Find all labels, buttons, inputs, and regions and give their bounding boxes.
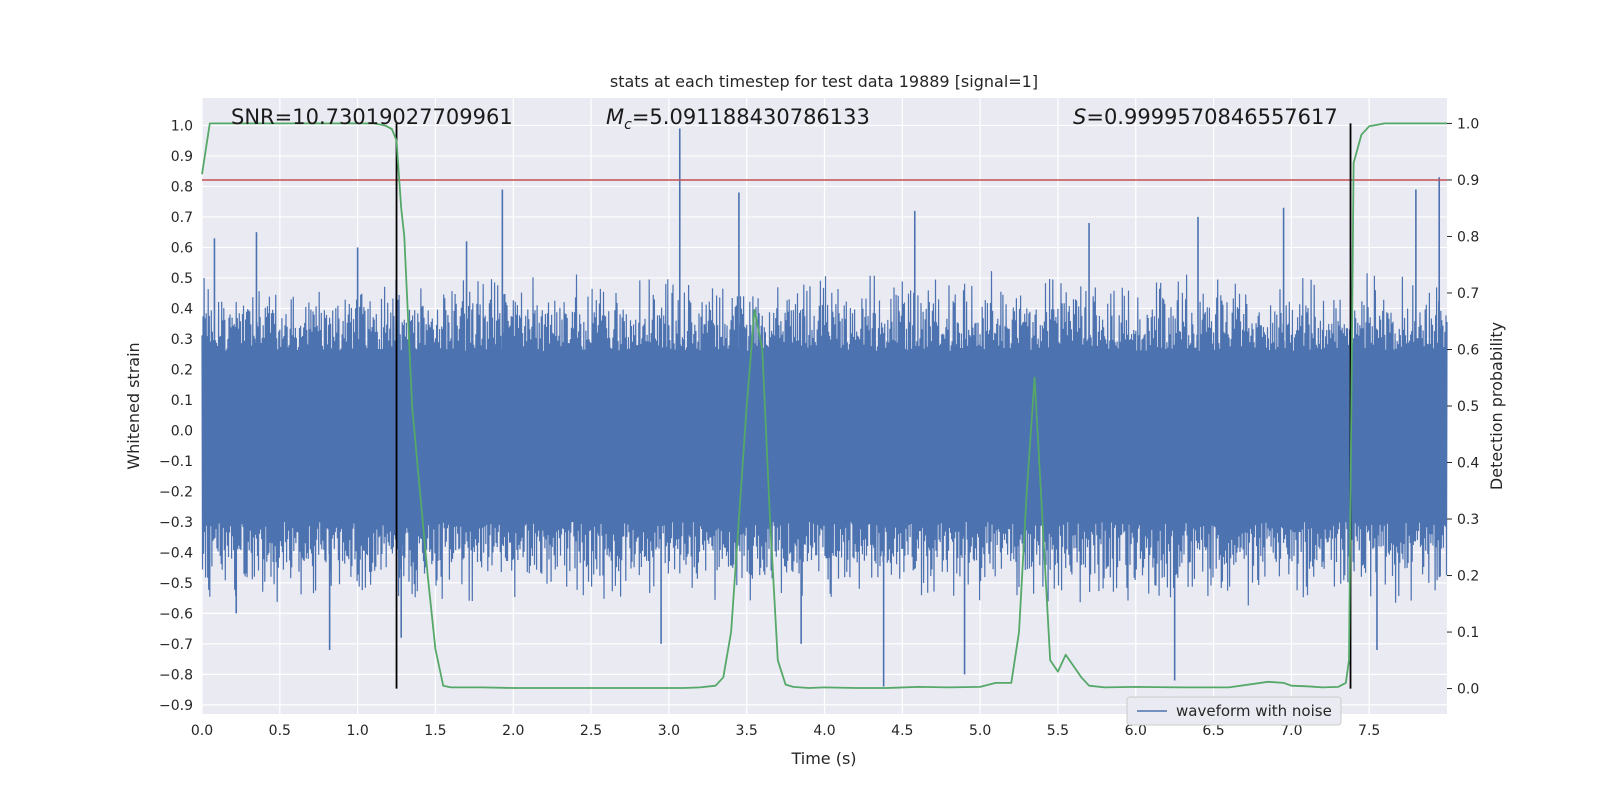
y-tick-label: 0.3 bbox=[171, 332, 193, 348]
x-tick-label: 2.0 bbox=[502, 723, 524, 739]
x-tick-label: 1.0 bbox=[346, 723, 368, 739]
y2-tick-label: 0.6 bbox=[1457, 342, 1479, 358]
x-tick-label: 7.5 bbox=[1358, 723, 1380, 739]
y-tick-label: 0.8 bbox=[171, 179, 193, 195]
legend-label-waveform: waveform with noise bbox=[1176, 702, 1332, 720]
y2-tick-label: 0.8 bbox=[1457, 229, 1479, 245]
y2-tick-label: 0.3 bbox=[1457, 512, 1479, 528]
x-axis-label: Time (s) bbox=[790, 749, 856, 768]
waveform-noise-trace bbox=[201, 271, 1448, 606]
y2-tick-label: 0.0 bbox=[1457, 682, 1479, 698]
chart-title: stats at each timestep for test data 198… bbox=[610, 72, 1038, 91]
score-annotation: S=0.9999570846557617 bbox=[1073, 105, 1338, 129]
y-tick-label: −0.4 bbox=[159, 545, 193, 561]
chirp-mass-symbol: M bbox=[606, 105, 624, 129]
x-tick-label: 2.5 bbox=[580, 723, 602, 739]
x-tick-label: 0.0 bbox=[191, 723, 213, 739]
x-tick-label: 5.5 bbox=[1047, 723, 1069, 739]
score-symbol: S bbox=[1073, 105, 1086, 129]
x-tick-label: 5.0 bbox=[969, 723, 991, 739]
y2-tick-label: 1.0 bbox=[1457, 116, 1479, 132]
y-tick-label: −0.3 bbox=[159, 515, 193, 531]
x-tick-label: 6.5 bbox=[1202, 723, 1224, 739]
probability-line bbox=[201, 122, 1447, 689]
chirp-mass-subscript: c bbox=[624, 117, 632, 133]
x-tick-label: 0.5 bbox=[269, 723, 291, 739]
y-tick-label: 1.0 bbox=[171, 118, 193, 134]
x-tick-label: 4.0 bbox=[813, 723, 835, 739]
y-axis-right: 1.0 0.9 0.8 0.7 0.6 0.5 0.4 0.3 0.2 0.1 0.0 bbox=[1447, 116, 1479, 698]
y-tick-label: 0.1 bbox=[171, 393, 193, 409]
y2-tick-label: 0.9 bbox=[1457, 173, 1479, 189]
y-tick-label: −0.2 bbox=[159, 484, 193, 500]
y2-tick-label: 0.4 bbox=[1457, 456, 1479, 472]
y2-tick-label: 0.2 bbox=[1457, 569, 1479, 585]
score-value: =0.9999570846557617 bbox=[1086, 105, 1337, 129]
y-tick-label: 0.5 bbox=[171, 271, 193, 287]
overlay-layer bbox=[201, 122, 1447, 689]
x-tick-label: 4.5 bbox=[891, 723, 913, 739]
snr-annotation: SNR=10.73019027709961 bbox=[231, 105, 513, 129]
x-tick-label: 6.0 bbox=[1125, 723, 1147, 739]
y-axis-label: Whitened strain bbox=[124, 342, 143, 469]
x-tick-label: 3.0 bbox=[658, 723, 680, 739]
y-tick-label: −0.6 bbox=[159, 606, 193, 622]
chirp-mass-value: =5.091188430786133 bbox=[632, 105, 870, 129]
chirp-mass-annotation: Mc=5.091188430786133 bbox=[606, 105, 870, 133]
waveform-series bbox=[201, 128, 1448, 687]
waveform-core-band bbox=[202, 351, 1447, 522]
y2-tick-label: 0.7 bbox=[1457, 286, 1479, 302]
legend: waveform with noise bbox=[1126, 696, 1342, 726]
y-tick-label: −0.9 bbox=[159, 698, 193, 714]
y-tick-label: 0.9 bbox=[171, 149, 193, 165]
x-tick-label: 3.5 bbox=[736, 723, 758, 739]
y-tick-label: −0.7 bbox=[159, 637, 193, 653]
y-tick-label: −0.8 bbox=[159, 667, 193, 683]
y2-axis-label: Detection probability bbox=[1487, 322, 1506, 490]
y-tick-label: 0.2 bbox=[171, 362, 193, 378]
y2-tick-label: 0.1 bbox=[1457, 625, 1479, 641]
y-tick-label: 0.0 bbox=[171, 423, 193, 439]
y-tick-label: 0.6 bbox=[171, 240, 193, 256]
y-tick-label: −0.5 bbox=[159, 576, 193, 592]
x-axis: 0.0 0.5 1.0 1.5 2.0 2.5 3.0 3.5 4.0 4.5 5.0 5.5 6.0 6… bbox=[191, 723, 1380, 739]
legend-box bbox=[1126, 696, 1342, 726]
x-tick-label: 1.5 bbox=[424, 723, 446, 739]
x-tick-label: 7.0 bbox=[1280, 723, 1302, 739]
y2-tick-label: 0.5 bbox=[1457, 399, 1479, 415]
y-tick-label: −0.1 bbox=[159, 454, 193, 470]
y-tick-label: 0.4 bbox=[171, 301, 193, 317]
y-tick-label: 0.7 bbox=[171, 210, 193, 226]
y-axis-left: 1.0 0.9 0.8 0.7 0.6 0.5 0.4 0.3 0.2 0.1 0.0 −0.1 −0.… bbox=[159, 118, 193, 713]
